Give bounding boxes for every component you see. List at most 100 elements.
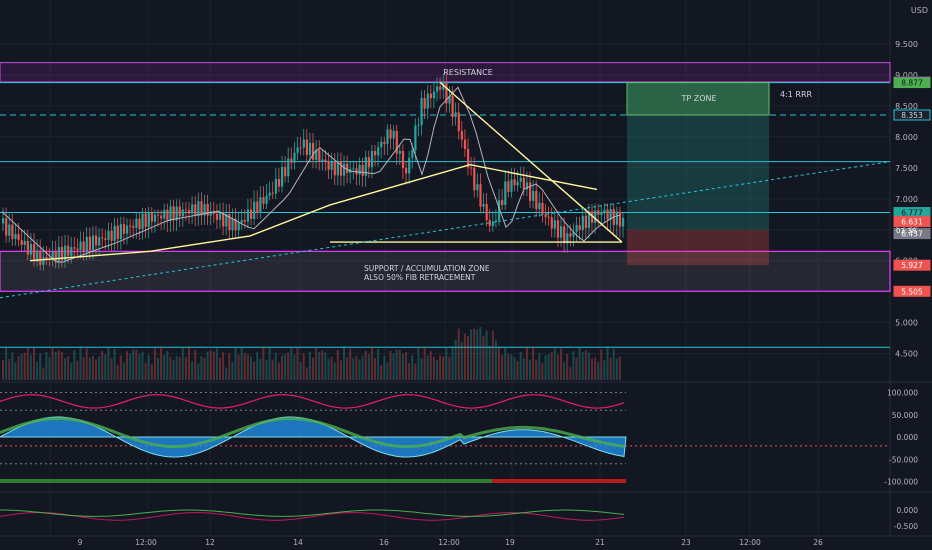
- volume-bar: [157, 358, 159, 380]
- candle-body: [219, 212, 222, 220]
- volume-bar: [560, 348, 562, 380]
- oscillator-tick-label: 100.000: [887, 389, 918, 398]
- price-badge-label: 8.877: [901, 79, 923, 88]
- volume-bar: [454, 339, 457, 380]
- money-flow-wave: [0, 416, 627, 458]
- oscillator-bar-red: [492, 479, 626, 483]
- volume-bar: [194, 350, 197, 380]
- volume-bar: [467, 335, 469, 380]
- candle-body: [290, 158, 293, 163]
- candle-body: [315, 149, 318, 160]
- volume-bar: [318, 351, 321, 380]
- candle-body: [473, 167, 476, 191]
- axes-layer: 9.5009.0008.5008.0007.5007.0006.5006.000…: [78, 40, 931, 547]
- candle-body: [330, 161, 333, 170]
- volume-bar: [219, 357, 221, 380]
- zones-layer: [0, 61, 891, 348]
- volume-bar: [178, 357, 181, 380]
- time-tick-label: 21: [595, 538, 605, 547]
- candle-body: [615, 211, 618, 225]
- candles-layer: [1, 73, 625, 271]
- candle-body: [45, 257, 48, 259]
- volume-bar: [578, 347, 581, 380]
- volume-bar: [498, 347, 500, 380]
- volume-bar: [312, 357, 314, 380]
- volume-bar: [113, 348, 116, 380]
- volume-bar: [169, 356, 172, 380]
- volume-bar: [327, 358, 330, 380]
- volume-bar: [374, 358, 376, 380]
- volume-bar: [315, 348, 318, 380]
- volume-bar: [54, 351, 57, 380]
- resistance-label: RESISTANCE: [443, 68, 493, 77]
- candle-body: [352, 168, 355, 170]
- volume-bar: [209, 350, 212, 380]
- candle-body: [535, 190, 538, 210]
- candle-body: [178, 206, 181, 217]
- volume-bar: [423, 346, 426, 380]
- volume-bar: [206, 351, 209, 380]
- candle-body: [467, 148, 470, 168]
- volume-bar: [488, 345, 491, 380]
- volume-bar: [243, 353, 246, 380]
- candle-body: [618, 211, 622, 227]
- volume-bar: [42, 367, 45, 380]
- oscillator-line-green: [0, 416, 625, 449]
- candle-body: [5, 218, 8, 236]
- volume-bar: [228, 352, 231, 380]
- oscillator-tick-label: 0.000: [897, 433, 919, 442]
- volume-bar: [73, 350, 76, 380]
- volume-bar: [85, 348, 88, 380]
- oscillator-tick-label: -50.000: [889, 455, 918, 464]
- candle-body: [470, 167, 473, 169]
- candle-body: [538, 202, 541, 210]
- volume-bar: [274, 352, 277, 380]
- candle-body: [603, 209, 606, 212]
- candle-body: [11, 224, 14, 240]
- volume-bar: [197, 363, 200, 380]
- volume-bar: [2, 360, 4, 380]
- volume-bar: [411, 354, 414, 380]
- resistance-zone: [0, 61, 891, 83]
- volume-bar: [355, 356, 358, 380]
- volume-bar: [594, 357, 597, 380]
- candle-body: [429, 93, 432, 99]
- volume-bar: [451, 346, 454, 380]
- volume-bar: [494, 339, 497, 380]
- volume-bar: [175, 355, 178, 380]
- candle-body: [225, 213, 228, 227]
- volume-bar: [448, 356, 451, 380]
- candle-body: [237, 222, 240, 231]
- candle-body: [476, 184, 479, 191]
- candle-body: [479, 184, 482, 207]
- price-badge: [893, 77, 931, 89]
- price-tick-label: 8.000: [895, 133, 918, 142]
- candle-body: [550, 217, 553, 229]
- volume-bar: [48, 357, 51, 380]
- volume-bar: [231, 361, 234, 380]
- candle-body: [33, 244, 36, 262]
- candle-body: [88, 236, 91, 251]
- candle-body: [541, 202, 544, 215]
- candle-body: [191, 204, 194, 214]
- volume-bar: [429, 351, 432, 380]
- candle-body: [184, 209, 188, 211]
- currency-label: USD: [911, 6, 928, 15]
- volume-bar: [370, 346, 373, 380]
- candle-body: [36, 250, 39, 262]
- candle-body: [277, 178, 281, 187]
- volume-bar: [184, 356, 187, 380]
- volume-bar: [60, 351, 63, 380]
- volume-bar: [532, 347, 535, 380]
- candle-body: [157, 214, 160, 216]
- candle-body: [203, 203, 206, 216]
- volume-bar: [479, 326, 482, 380]
- price-badge-label: 5.927: [901, 261, 923, 270]
- moving-average-line: [1, 86, 621, 263]
- oscillator-bar-green: [0, 479, 492, 483]
- volume-bar: [612, 348, 615, 380]
- candle-body: [259, 197, 262, 214]
- candle-body: [234, 218, 237, 231]
